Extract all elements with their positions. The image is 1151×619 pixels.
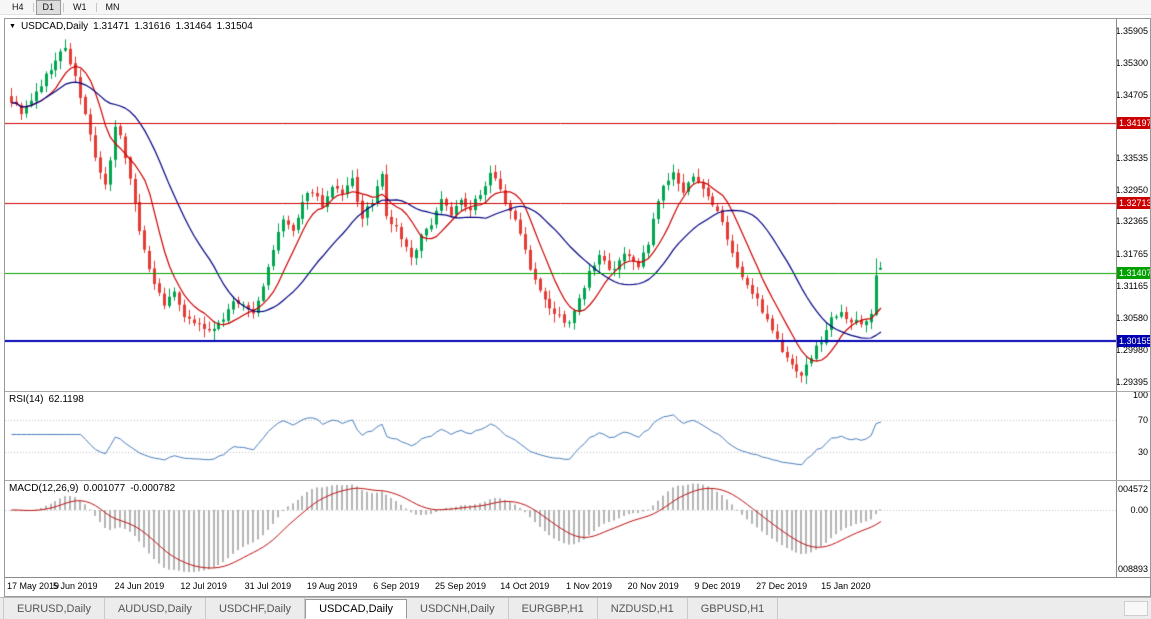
- date-axis-label: 17 May 2019: [7, 581, 60, 591]
- price-tag-1.31407: 1.31407: [1117, 267, 1150, 280]
- date-axis-label: 31 Jul 2019: [244, 581, 292, 591]
- rsi-axis-label: 30: [1137, 447, 1148, 458]
- toolbar-separator: [32, 2, 34, 12]
- macd-pane[interactable]: 0.004572 0.00 -0.008893 MACD(12,26,9) 0.00…: [5, 481, 1150, 577]
- date-axis-label: 25 Sep 2019: [435, 581, 487, 591]
- macd-axis-label: 0.004572: [1117, 484, 1148, 494]
- rsi-axis-label: 100: [1132, 392, 1148, 401]
- ohlc-high: 1.31616: [134, 21, 171, 32]
- date-axis-label: 14 Oct 2019: [500, 581, 550, 591]
- macd-axis-label: 0.00: [1130, 504, 1148, 515]
- macd-signal-value: -0.000782: [130, 483, 176, 494]
- price-axis-tick: 1.34705: [1116, 90, 1148, 101]
- timeframe-toolbar: H4 D1 W1 MN: [0, 0, 1151, 15]
- pane-splitter[interactable]: [5, 391, 1150, 392]
- price-axis-tick: 1.33535: [1116, 153, 1148, 164]
- timeframe-w1-button[interactable]: W1: [73, 1, 87, 12]
- chart-tab-nzdusd-h1[interactable]: NZDUSD,H1: [598, 598, 688, 619]
- chart-ohlc-label: ▼ USDCAD,Daily 1.31471 1.31616 1.31464 1…: [9, 21, 253, 32]
- chart-tab-eurgbp-h1[interactable]: EURGBP,H1: [509, 598, 598, 619]
- rsi-value: 62.1198: [48, 394, 84, 405]
- chart-window: 1.35905 1.35300 1.34705 1.33535 1.32950 1.323…: [4, 18, 1151, 597]
- symbol-marker-icon: ▼: [9, 22, 16, 30]
- date-axis-label: 27 Dec 2019: [756, 581, 808, 591]
- macd-canvas[interactable]: [5, 481, 1116, 577]
- ohlc-low: 1.31464: [175, 21, 212, 32]
- timeframe-d1-button[interactable]: D1: [35, 0, 62, 15]
- pane-splitter[interactable]: [5, 480, 1150, 481]
- tabbar-corner[interactable]: [1124, 601, 1148, 616]
- ohlc-close: 1.31504: [216, 21, 253, 32]
- date-axis-label: 1 Nov 2019: [565, 581, 612, 591]
- chart-tab-usdchf-daily[interactable]: USDCHF,Daily: [206, 598, 306, 619]
- rsi-name: RSI(14): [9, 394, 44, 405]
- price-tag-1.30155: 1.30155: [1117, 334, 1150, 347]
- date-axis-label: 6 Sep 2019: [373, 581, 420, 591]
- price-axis-tick: 1.35300: [1116, 58, 1148, 69]
- price-axis-tick: 1.32950: [1116, 184, 1148, 195]
- price-axis-tick: 1.35905: [1116, 25, 1148, 36]
- chart-tab-usdcad-daily[interactable]: USDCAD,Daily: [305, 599, 408, 619]
- rsi-pane[interactable]: 100 70 30 RSI(14) 62.1198: [5, 392, 1150, 480]
- price-chart-canvas[interactable]: [5, 19, 1116, 391]
- macd-name: MACD(12,26,9): [9, 483, 79, 494]
- chart-tab-audusd-daily[interactable]: AUDUSD,Daily: [105, 598, 206, 619]
- macd-axis-label: -0.008893: [1116, 564, 1148, 574]
- price-pane[interactable]: 1.35905 1.35300 1.34705 1.33535 1.32950 1.323…: [5, 19, 1150, 391]
- date-axis-label: 15 Jan 2020: [821, 581, 871, 591]
- date-axis-label: 19 Aug 2019: [306, 581, 358, 591]
- timeframe-h4-button[interactable]: H4: [12, 1, 24, 12]
- toolbar-separator: [95, 2, 97, 12]
- date-axis-label: 12 Jul 2019: [180, 581, 227, 591]
- price-axis-tick: 1.31765: [1116, 248, 1148, 259]
- chart-tabs-bar: EURUSD,Daily AUDUSD,Daily USDCHF,Daily USDC…: [0, 597, 1151, 619]
- timeframe-buttons: H4 D1 W1 MN: [5, 0, 127, 15]
- price-tag-1.32713: 1.32713: [1117, 196, 1150, 209]
- price-axis-tick: 1.30580: [1116, 312, 1148, 323]
- rsi-axis[interactable]: 100 70 30: [1116, 392, 1150, 480]
- price-axis-tick: 1.29980: [1116, 345, 1148, 356]
- date-axis-label: 20 Nov 2019: [627, 581, 679, 591]
- chart-tab-gbpusd-h1[interactable]: GBPUSD,H1: [688, 598, 779, 619]
- ohlc-open: 1.31471: [93, 21, 130, 32]
- date-axis-label: 9 Dec 2019: [694, 581, 741, 591]
- chart-tab-usdcnh-daily[interactable]: USDCNH,Daily: [407, 598, 509, 619]
- date-axis[interactable]: 17 May 2019 5 Jun 2019 24 Jun 2019 12 Jul 2…: [5, 577, 1150, 596]
- macd-label: MACD(12,26,9) 0.001077 -0.000782: [9, 483, 175, 494]
- price-axis-tick: 1.31165: [1116, 281, 1148, 292]
- rsi-canvas[interactable]: [5, 392, 1116, 480]
- toolbar-separator: [63, 2, 65, 12]
- timeframe-mn-button[interactable]: MN: [105, 1, 120, 12]
- chart-tab-eurusd-daily[interactable]: EURUSD,Daily: [3, 598, 105, 619]
- price-axis-tick: 1.32365: [1116, 216, 1148, 227]
- macd-axis[interactable]: 0.004572 0.00 -0.008893: [1116, 481, 1150, 577]
- price-axis[interactable]: 1.35905 1.35300 1.34705 1.33535 1.32950 1.323…: [1116, 19, 1150, 391]
- price-axis-tick: 1.29395: [1116, 376, 1148, 387]
- date-axis-label: 5 Jun 2019: [52, 581, 98, 591]
- price-tag-1.34197: 1.34197: [1117, 116, 1150, 129]
- chart-symbol: USDCAD,Daily: [20, 21, 89, 32]
- macd-value: 0.001077: [83, 483, 126, 494]
- date-axis-label: 24 Jun 2019: [114, 581, 165, 591]
- rsi-label: RSI(14) 62.1198: [9, 394, 84, 405]
- rsi-axis-label: 70: [1137, 414, 1148, 425]
